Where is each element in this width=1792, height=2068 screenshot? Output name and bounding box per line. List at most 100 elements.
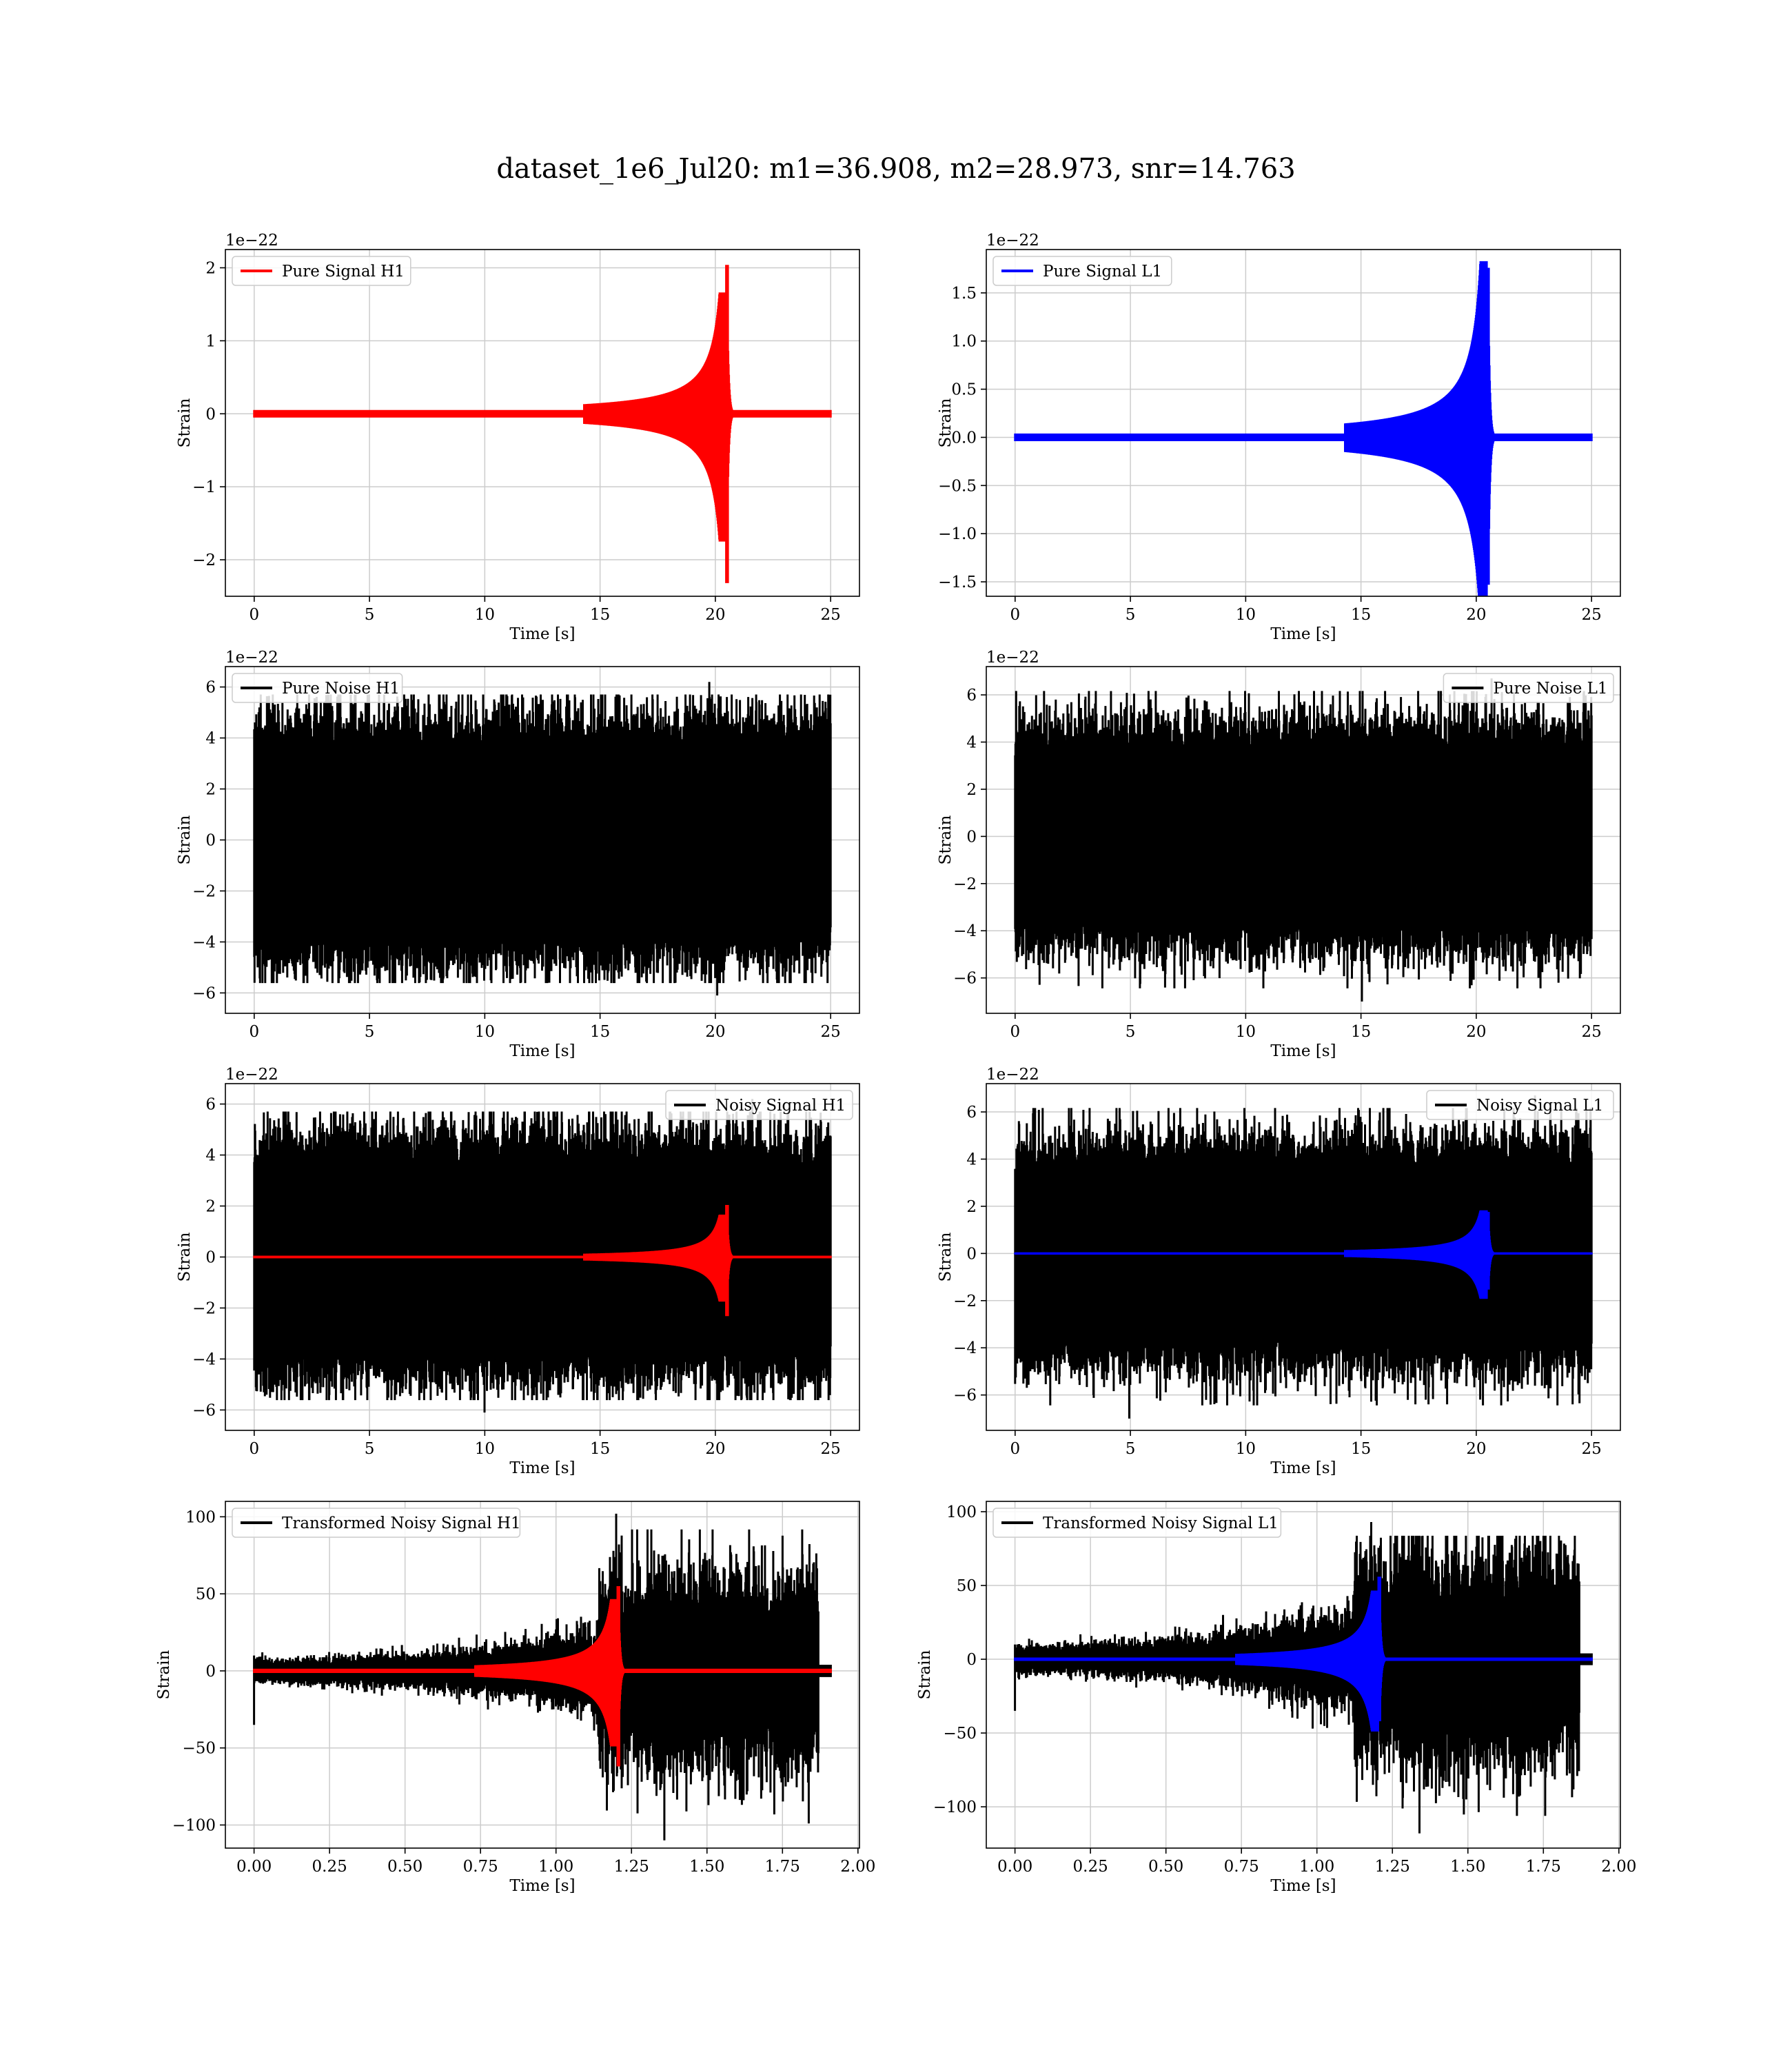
axes-frame bbox=[225, 249, 860, 597]
legend-box bbox=[232, 256, 411, 286]
x-tick-label: 15 bbox=[1351, 606, 1371, 624]
axes-frame bbox=[986, 249, 1621, 597]
y-tick-label: −6 bbox=[192, 1401, 216, 1419]
y-tick-label: 2 bbox=[966, 781, 977, 799]
y-tick-label: 100 bbox=[185, 1508, 216, 1526]
x-tick-label: 20 bbox=[705, 1440, 725, 1458]
y-tick-label: −1 bbox=[192, 478, 216, 496]
y-tick-label: −0.5 bbox=[938, 477, 977, 495]
y-tick-label: −100 bbox=[172, 1816, 216, 1834]
y-tick-label: 4 bbox=[205, 730, 216, 748]
x-tick-label: 2.00 bbox=[840, 1858, 875, 1876]
y-tick-label: 4 bbox=[966, 1150, 977, 1168]
x-tick-label: 2.00 bbox=[1601, 1858, 1636, 1876]
x-tick-label: 20 bbox=[705, 1023, 725, 1041]
x-axis-label: Time [s] bbox=[1270, 1877, 1336, 1895]
x-tick-label: 0.50 bbox=[387, 1858, 422, 1876]
x-tick-label: 10 bbox=[1236, 606, 1256, 624]
plot-area bbox=[253, 265, 832, 583]
x-tick-label: 5 bbox=[365, 1023, 375, 1041]
y-axis-label: Strain bbox=[176, 1232, 194, 1281]
x-tick-label: 25 bbox=[821, 1440, 841, 1458]
y-tick-label: 6 bbox=[966, 1104, 977, 1122]
y-tick-label: 2 bbox=[966, 1198, 977, 1216]
y-tick-label: 4 bbox=[966, 733, 977, 751]
x-tick-label: 0.75 bbox=[463, 1858, 498, 1876]
legend-box bbox=[232, 673, 403, 703]
plot-area bbox=[1014, 261, 1593, 596]
x-tick-label: 20 bbox=[1466, 606, 1486, 624]
y-tick-label: 50 bbox=[196, 1585, 216, 1603]
x-tick-label: 25 bbox=[1582, 1440, 1602, 1458]
y-offset-label: 1e−22 bbox=[225, 649, 278, 667]
y-tick-label: −2 bbox=[953, 875, 977, 893]
y-tick-label: 0.0 bbox=[951, 429, 977, 447]
x-tick-label: 1.00 bbox=[538, 1858, 573, 1876]
y-tick-label: −4 bbox=[953, 1339, 977, 1357]
series-transformed-noisy-signal-l1 bbox=[1014, 1522, 1593, 1834]
legend-label: Pure Noise H1 bbox=[282, 680, 400, 698]
series-pure-noise-h1 bbox=[253, 682, 832, 996]
y-tick-label: 2 bbox=[205, 1198, 216, 1216]
y-tick-label: 0 bbox=[205, 1663, 216, 1681]
y-axis-label: Strain bbox=[176, 815, 194, 864]
axes-frame bbox=[986, 1083, 1621, 1431]
x-tick-label: 1.50 bbox=[689, 1858, 724, 1876]
y-tick-label: 6 bbox=[205, 1096, 216, 1114]
x-tick-label: 0.25 bbox=[1073, 1858, 1108, 1876]
x-axis-label: Time [s] bbox=[1270, 1459, 1336, 1477]
legend-box bbox=[1426, 1090, 1614, 1120]
legend-box bbox=[232, 1508, 521, 1538]
y-tick-label: 2 bbox=[205, 259, 216, 277]
x-tick-label: 5 bbox=[365, 1440, 375, 1458]
x-tick-label: 0 bbox=[249, 1023, 259, 1041]
x-tick-label: 0 bbox=[1010, 1023, 1020, 1041]
legend-box bbox=[992, 256, 1172, 286]
x-tick-label: 5 bbox=[1126, 1440, 1136, 1458]
x-axis-label: Time [s] bbox=[1270, 625, 1336, 643]
legend: Pure Noise L1 bbox=[1443, 673, 1614, 703]
y-tick-label: −2 bbox=[953, 1292, 977, 1310]
y-offset-label: 1e−22 bbox=[986, 1066, 1039, 1084]
x-tick-label: 0.25 bbox=[312, 1858, 347, 1876]
x-tick-label: 20 bbox=[705, 606, 725, 624]
y-tick-label: 0 bbox=[966, 828, 977, 846]
x-tick-label: 0 bbox=[1010, 606, 1020, 624]
legend-box bbox=[665, 1090, 853, 1120]
legend: Pure Signal H1 bbox=[232, 256, 411, 286]
y-tick-label: −4 bbox=[192, 1350, 216, 1368]
y-tick-label: −6 bbox=[953, 970, 977, 988]
y-tick-label: 6 bbox=[966, 687, 977, 704]
y-axis-label: Strain bbox=[937, 815, 955, 864]
x-axis-label: Time [s] bbox=[509, 625, 575, 643]
legend-label: Transformed Noisy Signal H1 bbox=[282, 1514, 521, 1532]
x-axis-label: Time [s] bbox=[509, 1877, 575, 1895]
y-tick-label: −1.5 bbox=[938, 574, 977, 591]
y-tick-label: −6 bbox=[192, 984, 216, 1002]
plot-area bbox=[253, 1513, 832, 1841]
legend-label: Pure Noise L1 bbox=[1493, 680, 1607, 698]
legend-box bbox=[992, 1508, 1282, 1538]
axes-frame bbox=[986, 1501, 1621, 1849]
y-tick-label: −1.0 bbox=[938, 525, 977, 543]
x-tick-label: 1.25 bbox=[614, 1858, 649, 1876]
x-tick-label: 5 bbox=[1126, 606, 1136, 624]
x-tick-label: 10 bbox=[475, 1023, 495, 1041]
y-axis-label: Strain bbox=[937, 1232, 955, 1281]
x-tick-label: 1.75 bbox=[765, 1858, 800, 1876]
y-tick-label: −4 bbox=[192, 933, 216, 951]
legend-label: Transformed Noisy Signal L1 bbox=[1043, 1514, 1279, 1532]
x-tick-label: 10 bbox=[475, 606, 495, 624]
legend: Noisy Signal L1 bbox=[1426, 1090, 1614, 1120]
x-tick-label: 10 bbox=[1236, 1023, 1256, 1041]
y-axis-label: Strain bbox=[176, 398, 194, 447]
y-tick-label: 0 bbox=[966, 1651, 977, 1669]
y-tick-label: 100 bbox=[946, 1503, 977, 1521]
plot-area bbox=[1014, 1095, 1593, 1419]
plot-area bbox=[1014, 1522, 1593, 1834]
x-tick-label: 0 bbox=[249, 1440, 259, 1458]
